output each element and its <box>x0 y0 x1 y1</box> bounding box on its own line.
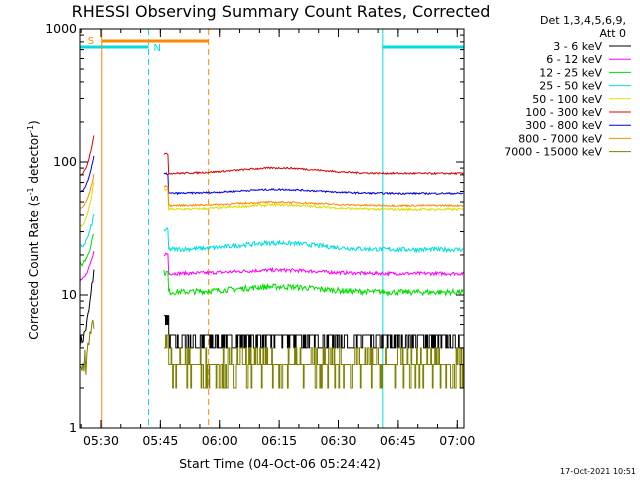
x-tick-label-4: 06:30 <box>320 433 356 448</box>
x-tick-label-3: 06:15 <box>261 433 297 448</box>
plot-frame <box>79 28 465 429</box>
series-line-pre-6 <box>79 155 95 193</box>
series-line-1 <box>163 252 464 278</box>
x-tick-label-5: 06:45 <box>380 433 416 448</box>
y-label-end: ) <box>27 120 41 125</box>
series-line-pre-2 <box>79 233 95 267</box>
series-line-5 <box>163 152 464 176</box>
series-line-4 <box>163 188 464 212</box>
series-line-pre-5 <box>79 135 95 176</box>
y-tick-label-0: 1 <box>69 420 77 435</box>
y-tick-label-3: 1000 <box>45 21 77 36</box>
legend-header-1: Att 0 <box>600 27 626 40</box>
y-label-sup2: -1 <box>26 125 35 133</box>
legend-label-2: 12 - 25 keV <box>539 66 602 79</box>
legend-label-8: 7000 - 15000 keV <box>504 146 602 159</box>
series-line-0 <box>163 315 464 349</box>
x-tick-label-1: 05:45 <box>142 433 178 448</box>
y-axis-label: Corrected Count Rate (s-1 detector-1) <box>26 120 41 339</box>
y-label-mid: detector <box>27 133 41 188</box>
series-line-pre-4 <box>79 181 95 227</box>
series-line-pre-7 <box>79 174 95 209</box>
legend-label-5: 100 - 300 keV <box>525 106 602 119</box>
legend-label-6: 300 - 800 keV <box>525 119 602 132</box>
series-line-3 <box>163 226 464 254</box>
night-label: N <box>153 43 160 54</box>
y-tick-label-1: 10 <box>61 287 77 302</box>
series-line-6 <box>163 172 464 196</box>
legend-label-4: 50 - 100 keV <box>532 93 602 106</box>
x-tick-label-6: 07:00 <box>439 433 475 448</box>
series-line-pre-1 <box>79 250 95 282</box>
saa-label: S <box>88 36 94 47</box>
footer-date: 17-Oct-2021 10:51 <box>560 467 636 476</box>
legend-label-1: 6 - 12 keV <box>546 53 602 66</box>
legend-label-0: 3 - 6 keV <box>553 40 602 53</box>
legend-header-0: Det 1,3,4,5,6,9, <box>540 14 626 27</box>
series-line-2 <box>163 270 464 297</box>
y-tick-label-2: 100 <box>53 154 77 169</box>
series-line-pre-3 <box>79 214 95 248</box>
series-line-pre-0 <box>79 269 95 349</box>
y-label-main: Corrected Count Rate (s <box>27 195 41 339</box>
x-tick-label-2: 06:00 <box>202 433 238 448</box>
series-layer <box>79 135 464 389</box>
x-axis-label: Start Time (04-Oct-06 05:24:42) <box>179 456 381 471</box>
series-line-8 <box>163 334 464 389</box>
legend-label-3: 25 - 50 keV <box>539 80 602 93</box>
y-label-sup1: -1 <box>26 187 35 195</box>
legend-label-7: 800 - 7000 keV <box>518 132 602 145</box>
chart-title: RHESSI Observing Summary Count Rates, Co… <box>72 2 491 21</box>
x-tick-label-0: 05:30 <box>83 433 119 448</box>
series-line-7 <box>163 185 464 208</box>
axes-layer: 1 10 100 1000 05:30 05:45 06:00 06:15 06:30 06:45… <box>45 21 475 448</box>
series-line-pre-8 <box>79 319 95 375</box>
